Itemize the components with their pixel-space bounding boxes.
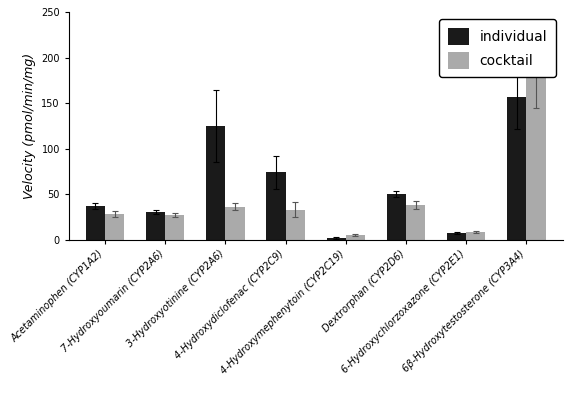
Bar: [507, 97, 526, 240]
Bar: [447, 233, 466, 240]
Bar: [387, 194, 406, 240]
Bar: [206, 126, 226, 240]
Bar: [266, 172, 286, 240]
Bar: [105, 214, 124, 240]
Bar: [86, 206, 105, 240]
Bar: [286, 209, 305, 240]
Bar: [406, 205, 425, 240]
Bar: [346, 235, 365, 240]
Legend: individual, cocktail: individual, cocktail: [439, 19, 556, 77]
Bar: [466, 232, 486, 240]
Y-axis label: Velocity (pmol/min/mg): Velocity (pmol/min/mg): [22, 53, 36, 199]
Bar: [146, 212, 165, 240]
Bar: [165, 215, 184, 240]
Bar: [526, 67, 546, 240]
Bar: [226, 207, 245, 240]
Bar: [327, 238, 346, 240]
